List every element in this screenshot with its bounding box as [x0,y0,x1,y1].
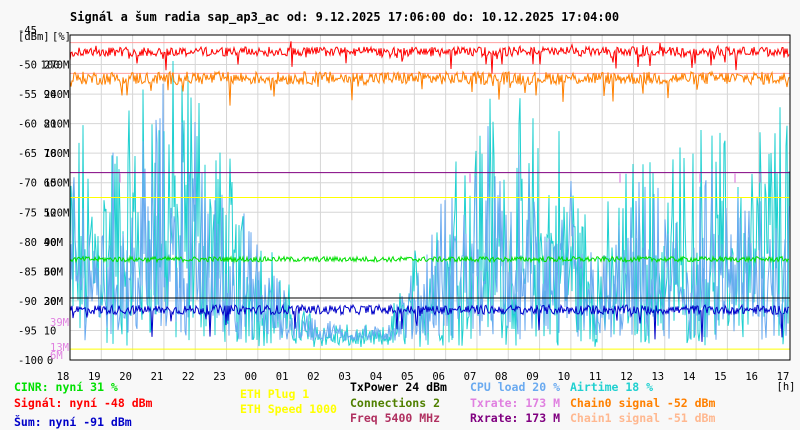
y-tick-rate: 30M [44,296,63,308]
x-tick-label: 18 [57,371,70,383]
y-tick-dbm: -80 [18,237,37,249]
y-tick-rate: 150M [44,178,69,190]
y-tick-dbm: -90 [18,296,37,308]
y-tick-dbm: -70 [18,178,37,190]
x-tick-label: 20 [119,371,132,383]
y-tick-rate: 90M [44,237,63,249]
y-tick-dbm: -100 [18,355,43,367]
y-tick-rate: 270M [44,60,69,72]
y-tick-dbm: -60 [18,119,37,131]
x-unit-label: [h] [777,381,796,393]
x-tick-label: 03 [338,371,351,383]
y-tick-percent: 40 [44,237,57,249]
x-tick-label: 07 [464,371,477,383]
y-tick-dbm: -85 [18,266,37,278]
y-tick-freq: 13M [50,342,69,354]
x-tick-label: 00 [244,371,257,383]
legend-txrate: Txrate: 173 M [470,396,561,410]
x-tick-label: 14 [683,371,696,383]
legend-cpu: CPU load 20 % [470,380,561,394]
x-tick-label: 19 [88,371,101,383]
x-tick-label: 05 [401,371,414,383]
y-tick-dbm: -65 [18,148,37,160]
x-tick-label: 08 [495,371,508,383]
x-tick-label: 10 [558,371,571,383]
y-tick-dbm: -55 [18,89,37,101]
y-tick-rate: 180M [44,148,69,160]
y-tick-rate: 240M [44,89,69,101]
y-tick-rate: 120M [44,207,69,219]
legend-noise: Šum: nyní -91 dBm [14,415,132,429]
y-unit-dbm: [dBm] [18,31,50,43]
y-tick-dbm: -50 [18,60,37,72]
y-tick-percent: 0 [47,355,53,367]
y-tick-percent: 50 [44,207,57,219]
series-cpu-load [69,83,790,342]
y-tick-percent: 70 [44,148,57,160]
x-tick-label: 22 [182,371,195,383]
y-tick-percent: 100 [41,60,60,72]
x-tick-label: 12 [620,371,633,383]
y-tick-freq: 6M [50,350,63,362]
x-tick-label: 15 [714,371,727,383]
series-cinr [69,254,790,264]
x-tick-label: 13 [651,371,664,383]
x-tick-label: 17 [777,371,790,383]
series-chain0 [69,69,790,106]
x-tick-label: 02 [307,371,320,383]
y-tick-rate: 210M [44,119,69,131]
y-tick-freq: 39M [50,317,69,329]
series-noise [69,303,790,342]
legend-freq: Freq 5400 MHz [350,411,441,425]
y-tick-rate: 60M [44,266,63,278]
y-tick-percent: 80 [44,119,57,131]
x-tick-label: 23 [213,371,226,383]
x-tick-label: 11 [589,371,602,383]
y-tick-dbm: -45 [18,25,37,37]
legend-eth-speed: ETH Speed 1000 [240,402,337,416]
legend-cinr: CINR: nyní 31 % [14,380,118,394]
y-tick-percent: 60 [44,178,57,190]
chart-title: Signál a šum radia sap_ap3_ac od: 9.12.2… [70,10,620,24]
y-tick-percent: 30 [44,266,57,278]
legend-chain1: Chain1 signal -51 dBm [570,411,716,425]
x-tick-label: 01 [276,371,289,383]
legend-airtime: Airtime 18 % [570,380,654,394]
plot-frame [69,34,791,361]
y-tick-percent: 10 [44,325,57,337]
x-tick-label: 06 [432,371,445,383]
legend-eth-plug: ETH Plug 1 [240,387,310,401]
series-signal [69,41,790,74]
x-tick-label: 09 [526,371,539,383]
x-tick-label: 16 [745,371,758,383]
y-tick-dbm: -95 [18,325,37,337]
legend-chain0: Chain0 signal -52 dBm [570,396,716,410]
legend-rxrate: Rxrate: 173 M [470,411,561,425]
y-tick-dbm: -75 [18,207,37,219]
x-tick-label: 04 [370,371,383,383]
legend-txpower: TxPower 24 dBm [350,380,447,394]
y-unit-percent: [%] [52,31,71,43]
y-tick-percent: 20 [44,296,57,308]
y-tick-percent: 90 [44,89,57,101]
legend-signal: Signál: nyní -48 dBm [14,396,153,410]
legend-connections: Connections 2 [350,396,441,410]
x-tick-label: 21 [151,371,164,383]
